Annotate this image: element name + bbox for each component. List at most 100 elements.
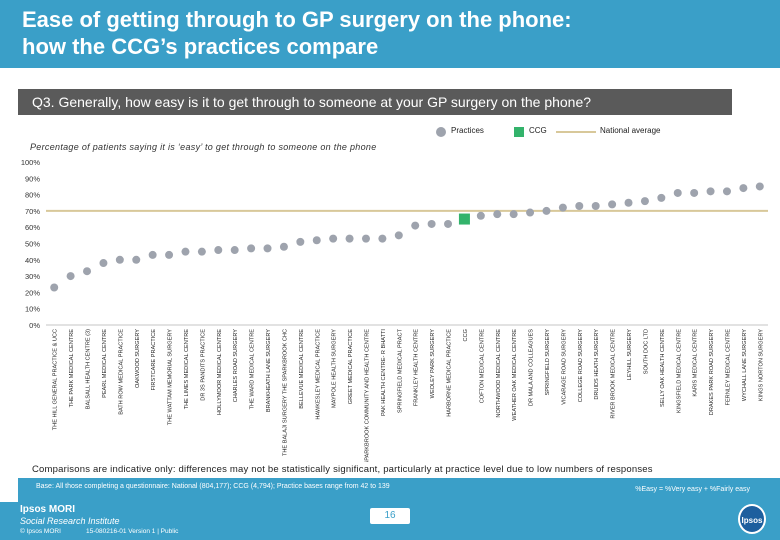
- practice-point: [230, 246, 239, 255]
- practice-point: [558, 203, 567, 212]
- footer: Ipsos MORI Social Research Institute © I…: [0, 502, 780, 540]
- practice-point: [181, 247, 190, 256]
- practice-point: [132, 255, 141, 264]
- category-label: FERNLEY MEDICAL CENTRE: [725, 329, 731, 406]
- category-label: SPRINGFIELD SURGERY: [545, 329, 551, 396]
- practice-point: [263, 244, 272, 253]
- practice-point: [361, 234, 370, 243]
- category-label: KINGS NORTON SURGERY: [758, 329, 764, 401]
- practice-point: [493, 210, 502, 219]
- practice-point: [509, 210, 518, 219]
- question-bar: Q3. Generally, how easy is it to get thr…: [18, 89, 732, 115]
- header-banner: Ease of getting through to GP surgery on…: [0, 0, 780, 68]
- y-tick-label: 10%: [25, 305, 40, 314]
- category-label: OAKWOOD SURGERY: [135, 329, 141, 388]
- practice-point: [624, 198, 633, 207]
- practice-point: [165, 250, 174, 259]
- category-label: WEATHER OAK MEDICAL CENTRE: [512, 329, 518, 421]
- practice-point: [608, 200, 617, 209]
- page-number: 16: [370, 508, 410, 524]
- category-label: DRAKES PARK ROAD SURGERY: [709, 329, 715, 415]
- ipsos-badge-icon: Ipsos: [738, 504, 766, 534]
- category-label: BELLEVUE MEDICAL CENTRE: [299, 329, 305, 409]
- category-label: KINGSFIELD MEDICAL CENTRE: [676, 329, 682, 413]
- practice-point: [66, 272, 75, 281]
- y-tick-label: 0%: [29, 321, 40, 330]
- practice-point: [115, 255, 124, 264]
- category-label: NORTHWOOD MEDICAL CENTRE: [496, 329, 502, 418]
- category-label: SOUTH DOC LTD: [643, 329, 649, 374]
- y-tick-label: 40%: [25, 256, 40, 265]
- category-label: THE HILL GENERAL PRACTICE & UCC: [53, 329, 59, 430]
- category-label: SPARKBROOK COMMUNITY AND HEALTH CENTRE: [364, 329, 370, 462]
- practice-point: [296, 237, 305, 246]
- practice-point: [542, 206, 551, 215]
- category-label: SELLY OAK HEALTH CENTRE: [660, 329, 666, 407]
- practice-point: [378, 234, 387, 243]
- category-label: MAYPOLE HEALTH SURGERY: [332, 329, 338, 408]
- category-label: THE WATTAM MEMORIAL SURGERY: [168, 329, 174, 426]
- practice-point: [722, 187, 731, 196]
- category-label: HARBORNE MEDICAL PRACTICE: [447, 329, 453, 417]
- practice-point: [83, 267, 92, 276]
- category-label: DRUIDS HEATH SURGERY: [594, 329, 600, 400]
- practice-point: [50, 283, 59, 292]
- legend-practices-label: Practices: [451, 126, 484, 135]
- category-label: SPRINGFIELD MEDICAL PRACT: [397, 328, 403, 413]
- y-tick-label: 50%: [25, 240, 40, 249]
- practice-point: [526, 208, 535, 217]
- category-label: PAK HEALTH CENTRE- R BHATTI: [381, 329, 387, 416]
- category-label: COFTON MEDICAL CENTRE: [479, 329, 485, 404]
- page-title: Ease of getting through to GP surgery on…: [22, 7, 572, 59]
- legend-practices-swatch: [436, 127, 446, 137]
- practice-point: [640, 197, 649, 206]
- category-label: CHARLES ROAD SURGERY: [233, 329, 239, 403]
- practice-point: [345, 234, 354, 243]
- practice-point: [591, 202, 600, 211]
- category-label: FIRSTCARE PRACTICE: [151, 329, 157, 391]
- practice-point: [657, 193, 666, 202]
- ccg-point: [458, 213, 470, 225]
- practice-point: [279, 242, 288, 251]
- legend-national-swatch: [556, 131, 596, 133]
- practice-point: [411, 221, 420, 230]
- practice-point: [148, 250, 157, 259]
- practice-point: [427, 219, 436, 228]
- practice-point: [312, 236, 321, 245]
- practice-point: [329, 234, 338, 243]
- base-bar: Base: All those completing a questionnai…: [18, 478, 780, 502]
- y-tick-label: 60%: [25, 223, 40, 232]
- category-label: THE WARD MEDICAL CENTRE: [250, 329, 256, 410]
- social-research-institute-label: Social Research Institute: [20, 516, 120, 526]
- category-label: LEYHILL SURGERY: [627, 329, 633, 381]
- category-label: HOLLYMOOR MEDICAL CENTRE: [217, 329, 223, 415]
- practice-point: [99, 259, 108, 268]
- category-label: GREET MEDICAL PRACTICE: [348, 329, 354, 404]
- y-tick-label: 70%: [25, 207, 40, 216]
- practice-point: [575, 202, 584, 211]
- y-tick-label: 100%: [21, 158, 41, 167]
- category-label: DR 3S PANDITS PRACTICE: [200, 329, 206, 401]
- category-label: THE LIMES MEDICAL CENTRE: [184, 329, 190, 410]
- category-label: PEARL MEDICAL CENTRE: [102, 329, 108, 398]
- practice-point: [476, 211, 485, 220]
- category-label: FRANKLEY HEALTH CENTRE: [414, 329, 420, 406]
- legend-ccg-swatch: [514, 127, 524, 137]
- category-label: VICARAGE ROAD SURGERY: [561, 329, 567, 405]
- category-label: BATH ROW MEDICAL PRACTICE: [118, 329, 124, 415]
- practice-point: [755, 182, 764, 191]
- legend-ccg-label: CCG: [529, 126, 547, 135]
- category-label: CCG: [463, 329, 469, 341]
- category-label: HAWKESLEY MEDICAL PRACTICE: [315, 329, 321, 420]
- y-tick-label: 90%: [25, 174, 40, 183]
- category-label: KARIS MEDICAL CENTRE: [693, 329, 699, 397]
- category-label: DR MALA AND COLLEAGUES: [529, 329, 535, 406]
- practice-point: [394, 231, 403, 240]
- scatter-chart: 0% 10% 20% 30% 40% 50% 60% 70% 80% 90% 100% THE HIL…: [21, 158, 768, 462]
- practice-point: [739, 184, 748, 193]
- category-label: THE BALAJI SURGERY THE SPARKBROOK CHC: [282, 329, 288, 456]
- ipsos-mori-logo: Ipsos MORI: [20, 504, 76, 515]
- category-label: COLLEGE ROAD SURGERY: [578, 329, 584, 403]
- practice-point: [197, 247, 206, 256]
- y-tick-label: 80%: [25, 191, 40, 200]
